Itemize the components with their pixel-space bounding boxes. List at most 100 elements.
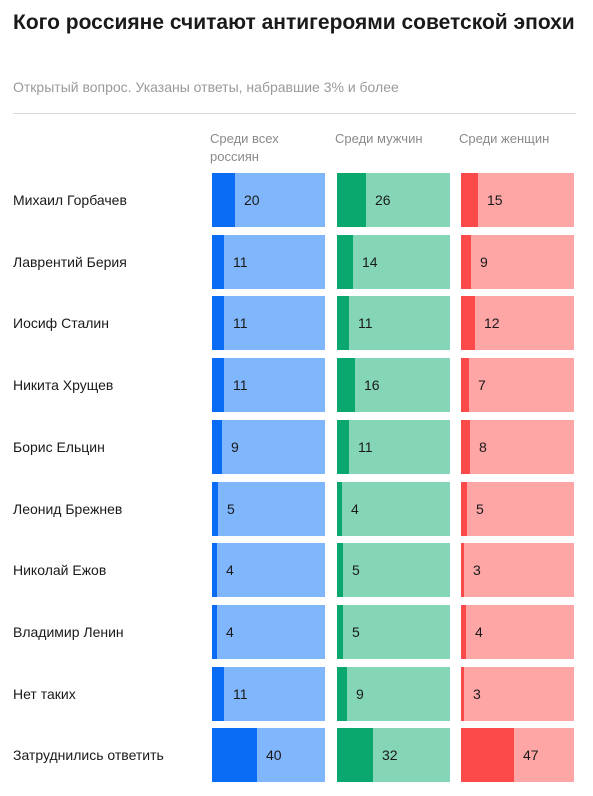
data-label: 5 [227, 501, 235, 517]
bar [461, 667, 464, 721]
bar-cell: 3 [461, 667, 574, 721]
bar [337, 235, 353, 289]
data-label: 14 [362, 254, 378, 270]
data-label: 32 [382, 747, 398, 763]
bar-track [461, 420, 574, 474]
data-label: 9 [480, 254, 488, 270]
bar-cell: 14 [337, 235, 450, 289]
bar-cell: 9 [337, 667, 450, 721]
bar [337, 358, 355, 412]
row-label: Владимир Ленин [13, 624, 124, 640]
column-header: Среди женщин [459, 131, 550, 146]
data-label: 9 [231, 439, 239, 455]
bar-cell: 26 [337, 173, 450, 227]
bar-track [337, 482, 450, 536]
bar-cell: 5 [461, 482, 574, 536]
data-label: 26 [375, 192, 391, 208]
bar-cell: 7 [461, 358, 574, 412]
bar-cell: 32 [337, 728, 450, 782]
bar [212, 235, 224, 289]
row-label: Нет таких [13, 686, 76, 702]
row-label: Михаил Горбачев [13, 192, 127, 208]
bar [212, 358, 224, 412]
bar [461, 543, 464, 597]
bar-cell: 11 [212, 667, 325, 721]
bar [337, 728, 373, 782]
bar-track [461, 358, 574, 412]
row-label: Леонид Брежнев [13, 501, 123, 517]
bar-track [461, 667, 574, 721]
column-header: Среди мужчин [335, 131, 423, 146]
data-label: 3 [473, 562, 481, 578]
data-label: 5 [352, 562, 360, 578]
data-label: 4 [226, 562, 234, 578]
bar-track [212, 358, 325, 412]
bar-cell: 11 [212, 296, 325, 350]
bar-track [461, 605, 574, 659]
bar [461, 173, 478, 227]
bar [212, 296, 224, 350]
data-label: 40 [266, 747, 282, 763]
bar [212, 605, 217, 659]
data-label: 9 [356, 686, 364, 702]
row-label: Иосиф Сталин [13, 315, 109, 331]
bar [337, 667, 347, 721]
bar-cell: 9 [461, 235, 574, 289]
column-header: Среди всех россиян [210, 131, 279, 164]
data-label: 4 [226, 624, 234, 640]
bar-cell: 16 [337, 358, 450, 412]
bar [461, 296, 475, 350]
bar-track [212, 605, 325, 659]
bar-track [337, 296, 450, 350]
data-label: 4 [351, 501, 359, 517]
bar-track [461, 543, 574, 597]
bar [212, 728, 257, 782]
bar-track [212, 667, 325, 721]
bar-cell: 15 [461, 173, 574, 227]
bar-cell: 11 [212, 235, 325, 289]
bar [461, 482, 467, 536]
data-label: 11 [358, 315, 373, 331]
chart-subtitle: Открытый вопрос. Указаны ответы, набравш… [13, 79, 399, 95]
bar [337, 543, 343, 597]
bar-cell: 8 [461, 420, 574, 474]
bar-cell: 5 [337, 605, 450, 659]
bar-cell: 3 [461, 543, 574, 597]
data-label: 3 [473, 686, 481, 702]
divider [13, 113, 576, 114]
bar-cell: 4 [212, 543, 325, 597]
bar [461, 358, 469, 412]
bar [461, 605, 466, 659]
data-label: 4 [475, 624, 483, 640]
bar [337, 173, 366, 227]
data-label: 11 [358, 439, 373, 455]
bar [337, 420, 349, 474]
data-label: 8 [479, 439, 487, 455]
bar [212, 667, 224, 721]
data-label: 47 [523, 747, 539, 763]
bar-track [337, 420, 450, 474]
data-label: 15 [487, 192, 503, 208]
bar-cell: 11 [212, 358, 325, 412]
bar-cell: 5 [212, 482, 325, 536]
data-label: 5 [476, 501, 484, 517]
bar-track [337, 235, 450, 289]
data-label: 12 [484, 315, 500, 331]
row-label: Борис Ельцин [13, 439, 105, 455]
row-label: Никита Хрущев [13, 377, 114, 393]
bar-track [212, 482, 325, 536]
bar-track [337, 358, 450, 412]
bar-track [461, 296, 574, 350]
bar-track [461, 482, 574, 536]
bar [337, 605, 343, 659]
bar-cell: 11 [337, 296, 450, 350]
data-label: 11 [233, 315, 248, 331]
data-label: 5 [352, 624, 360, 640]
row-label: Лаврентий Берия [13, 254, 127, 270]
bar [337, 482, 342, 536]
data-label: 20 [244, 192, 260, 208]
bar-track [212, 420, 325, 474]
bar [212, 482, 218, 536]
data-label: 11 [233, 377, 248, 393]
